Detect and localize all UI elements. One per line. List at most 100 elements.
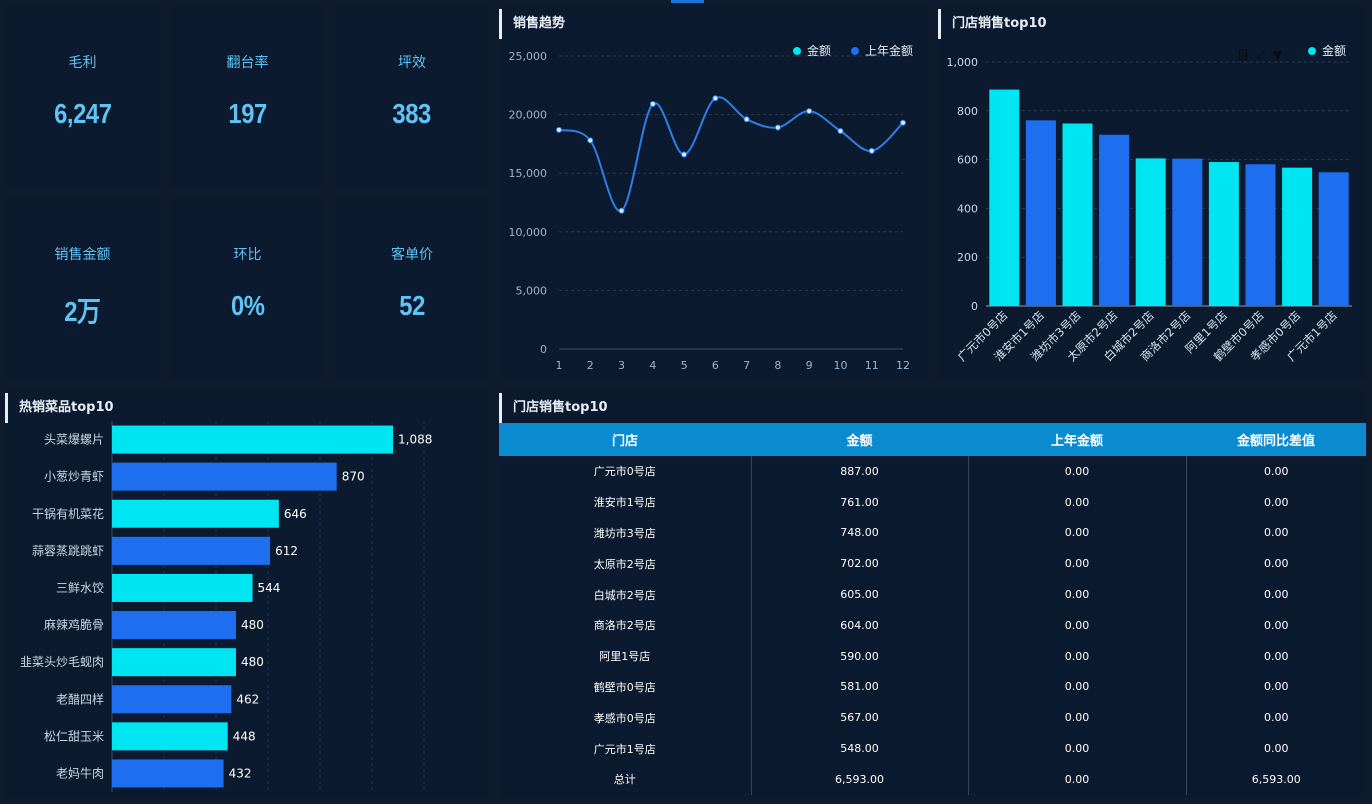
bar bbox=[112, 425, 393, 454]
data-point bbox=[868, 147, 875, 154]
trend-legend[interactable]: 金额 上年金额 bbox=[793, 42, 913, 59]
table-row[interactable]: 广元市1号店 548.00 0.00 0.00 bbox=[499, 733, 1366, 764]
y-tick-label: 20,000 bbox=[509, 109, 548, 122]
data-point bbox=[743, 116, 750, 123]
col-header-last-year[interactable]: 上年金额 bbox=[968, 423, 1186, 456]
data-point bbox=[587, 137, 594, 144]
table-row[interactable]: 广元市0号店 887.00 0.00 0.00 bbox=[499, 456, 1366, 487]
cell-last-year: 0.00 bbox=[967, 763, 1186, 795]
cell-amount: 581.00 bbox=[750, 671, 968, 703]
data-label: 646 bbox=[284, 507, 307, 521]
cell-store: 鹤壁市0号店 bbox=[593, 680, 656, 694]
legend-label-amount[interactable]: 金额 bbox=[1322, 44, 1347, 58]
cell-diff: 6,593.00 bbox=[1185, 763, 1366, 795]
cell-amount: 887.00 bbox=[750, 456, 968, 487]
cell-last-year: 0.00 bbox=[967, 486, 1186, 518]
y-category-label: 头菜爆螺片 bbox=[44, 433, 104, 447]
cell-last-year: 0.00 bbox=[967, 733, 1186, 764]
bar bbox=[112, 685, 232, 714]
y-category-label: 干锅有机菜花 bbox=[32, 506, 104, 521]
bar bbox=[112, 499, 279, 528]
hot-dishes-bar-chart[interactable]: 头菜爆螺片 1,088 小葱炒青虾 870 干锅有机菜花 646 蒜蓉蒸跳跳虾 612 三鲜水饺… bbox=[5, 390, 489, 798]
table-row[interactable]: 鹤壁市0号店 581.00 0.00 0.00 bbox=[499, 671, 1366, 703]
data-point bbox=[900, 119, 906, 126]
table-total-row[interactable]: 总计 6,593.00 0.00 6,593.00 bbox=[499, 763, 1366, 795]
kpi-label: 翻台率 bbox=[226, 55, 269, 71]
data-point bbox=[837, 128, 844, 135]
store-chart-legend[interactable]: 金额 bbox=[1308, 42, 1346, 59]
cell-store: 商洛市2号店 bbox=[593, 619, 656, 633]
y-tick-label: 1,000 bbox=[947, 56, 979, 69]
legend-label-last-year[interactable]: 上年金额 bbox=[865, 44, 914, 58]
cell-amount: 548.00 bbox=[750, 733, 968, 764]
table-row[interactable]: 商洛市2号店 604.00 0.00 0.00 bbox=[499, 609, 1366, 641]
kpi-value: 197 bbox=[228, 98, 267, 129]
kpi-label: 客单价 bbox=[391, 247, 433, 263]
table-row[interactable]: 孝感市0号店 567.00 0.00 0.00 bbox=[499, 702, 1366, 734]
y-tick-label: 0 bbox=[540, 343, 547, 356]
data-label: 1,088 bbox=[398, 433, 432, 447]
legend-label-amount[interactable]: 金额 bbox=[807, 44, 832, 58]
table-row[interactable]: 潍坊市3号店 748.00 0.00 0.00 bbox=[499, 517, 1366, 549]
table-row[interactable]: 太原市2号店 702.00 0.00 0.00 bbox=[499, 548, 1366, 580]
cell-last-year: 0.00 bbox=[967, 579, 1186, 610]
bar bbox=[1135, 158, 1166, 306]
cell-store: 广元市0号店 bbox=[593, 465, 656, 479]
bar bbox=[112, 573, 253, 602]
col-header-diff[interactable]: 金额同比差值 bbox=[1186, 423, 1366, 456]
y-tick-label: 10,000 bbox=[509, 226, 548, 239]
data-point bbox=[712, 95, 719, 102]
cell-diff: 0.00 bbox=[1185, 456, 1366, 487]
chart-toolbar[interactable]: 目 ⟋ ▼ bbox=[1237, 48, 1285, 62]
table-row[interactable]: 白城市2号店 605.00 0.00 0.00 bbox=[499, 579, 1366, 610]
legend-dot bbox=[793, 46, 801, 55]
kpi-card-sales-amount: 销售金额 2万 bbox=[5, 198, 160, 380]
x-tick-label: 5 bbox=[681, 359, 688, 372]
col-header-store[interactable]: 门店 bbox=[499, 423, 751, 456]
y-tick-label: 15,000 bbox=[509, 167, 548, 180]
x-tick-label: 4 bbox=[649, 359, 656, 372]
bar bbox=[112, 722, 228, 751]
data-point bbox=[806, 108, 813, 115]
data-label: 480 bbox=[241, 655, 264, 669]
cell-store: 潍坊市3号店 bbox=[593, 526, 656, 540]
x-tick-label: 2 bbox=[587, 359, 594, 372]
panel-title: 销售趋势 bbox=[499, 9, 565, 39]
table-row[interactable]: 淮安市1号店 761.00 0.00 0.00 bbox=[499, 486, 1366, 518]
store-top10-bar-chart[interactable]: 1,0008006004002000广元市0号店淮安市1号店潍坊市3号店太原市2… bbox=[938, 6, 1366, 380]
kpi-label: 毛利 bbox=[68, 55, 97, 71]
bar bbox=[112, 462, 337, 491]
cell-diff: 0.00 bbox=[1185, 671, 1366, 703]
data-label: 612 bbox=[275, 544, 298, 558]
cell-last-year: 0.00 bbox=[967, 671, 1186, 703]
cell-diff: 0.00 bbox=[1185, 486, 1366, 518]
cell-last-year: 0.00 bbox=[967, 640, 1186, 672]
data-label: 480 bbox=[241, 618, 264, 632]
cell-amount: 590.00 bbox=[750, 640, 968, 672]
cell-last-year: 0.00 bbox=[967, 702, 1186, 734]
bar bbox=[989, 89, 1020, 307]
bar bbox=[1099, 134, 1130, 306]
cell-last-year: 0.00 bbox=[967, 456, 1186, 487]
col-header-amount[interactable]: 金额 bbox=[751, 423, 968, 456]
data-point bbox=[774, 124, 781, 131]
kpi-card-avg-ticket: 客单价 52 bbox=[335, 198, 489, 380]
x-tick-label: 12 bbox=[896, 359, 910, 372]
x-tick-label: 1 bbox=[556, 359, 563, 372]
hot-dishes-panel: 热销菜品top10 头菜爆螺片 1,088 小葱炒青虾 870 干锅有机菜花 646 蒜蓉蒸… bbox=[5, 390, 489, 798]
kpi-card-floor-efficiency: 坪效 383 bbox=[335, 6, 489, 188]
bar bbox=[112, 611, 236, 640]
data-label: 544 bbox=[258, 581, 281, 595]
bar bbox=[112, 759, 224, 788]
y-tick-label: 800 bbox=[957, 105, 978, 118]
y-category-label: 老妈牛肉 bbox=[56, 765, 104, 780]
bar bbox=[112, 536, 271, 565]
data-point bbox=[556, 126, 562, 133]
cell-diff: 0.00 bbox=[1185, 609, 1366, 641]
table-row[interactable]: 阿里1号店 590.00 0.00 0.00 bbox=[499, 640, 1366, 672]
kpi-value: 0% bbox=[230, 290, 265, 321]
y-tick-label: 0 bbox=[971, 300, 978, 313]
cell-diff: 0.00 bbox=[1185, 702, 1366, 734]
cell-diff: 0.00 bbox=[1185, 733, 1366, 764]
